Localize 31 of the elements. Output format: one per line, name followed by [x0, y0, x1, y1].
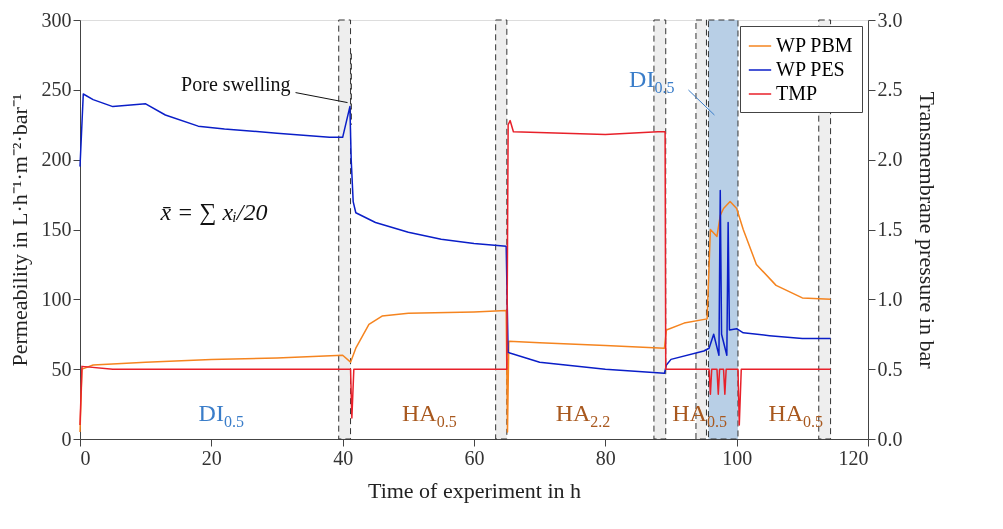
x-tick-label: 100 — [722, 446, 753, 469]
y2-tick-label: 1.5 — [877, 218, 903, 240]
y-tick-label: 100 — [41, 287, 72, 310]
y-tick-label: 250 — [41, 78, 72, 101]
y-tick-label: 0 — [61, 427, 72, 450]
y2-tick-label: 2.0 — [877, 148, 903, 171]
y2-tick-label: 2.5 — [877, 78, 903, 101]
legend-label: TMP — [776, 82, 818, 104]
y2-tick-label: 3.0 — [877, 8, 903, 31]
y-tick-label: 150 — [41, 218, 72, 240]
y-axis-title: Permeability in L·h⁻¹·m⁻²·bar⁻¹ — [6, 93, 32, 367]
y-tick-label: 300 — [41, 8, 72, 31]
legend-label: WP PES — [776, 58, 845, 80]
y2-axis-title: Transmembrane pressure in bar — [914, 91, 940, 370]
y-tick-label: 50 — [51, 357, 72, 380]
x-tick-label: 20 — [201, 446, 222, 469]
annotation: Pore swelling — [181, 72, 291, 96]
x-tick-label: 0 — [80, 446, 91, 469]
line-series — [79, 119, 832, 426]
line-series — [79, 200, 832, 433]
y-tick-label: 200 — [41, 148, 72, 171]
x-tick-label: 40 — [333, 446, 354, 469]
legend-label: WP PBM — [776, 34, 853, 56]
x-tick-label: 80 — [595, 446, 616, 469]
y2-tick-label: 1.0 — [877, 287, 903, 310]
annotation: x̄ = ∑ xᵢ/20 — [159, 198, 268, 226]
x-axis-title: Time of experiment in h — [367, 477, 582, 503]
x-tick-label: 60 — [464, 446, 485, 469]
x-tick-label: 120 — [838, 446, 869, 469]
y2-tick-label: 0.5 — [877, 357, 903, 380]
y2-tick-label: 0.0 — [877, 427, 903, 450]
